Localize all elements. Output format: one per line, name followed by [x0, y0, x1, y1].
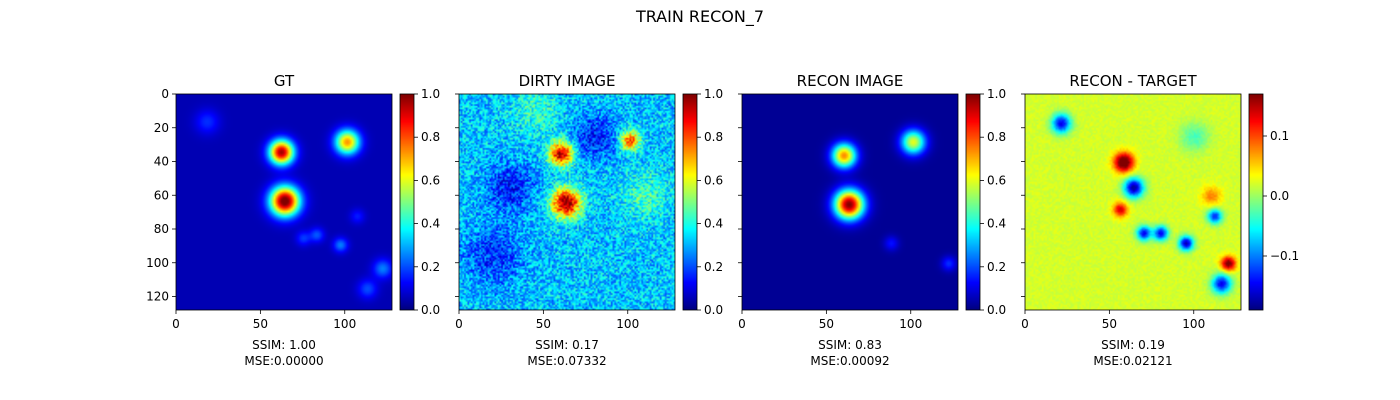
heatmap-image — [1025, 94, 1241, 310]
colorbar: 0.0 0.2 0.4 0.6 0.8 1.0 — [682, 87, 723, 317]
colorbar-tick-label: 0.1 — [1270, 129, 1289, 143]
panels: GT 0 50 100 0 20 40 60 80 100 120 SSIM: 1.00 MSE:0.0… — [146, 72, 1299, 368]
colorbar-gradient — [683, 94, 697, 310]
colorbar-tick-label: 0.4 — [987, 217, 1006, 231]
panel-title: DIRTY IMAGE — [519, 72, 616, 90]
colorbar-tick-label: 0.8 — [421, 130, 440, 144]
axes-frame — [458, 93, 676, 311]
colorbar-tick-label: 0.8 — [987, 130, 1006, 144]
x-tick-label: 50 — [1102, 317, 1117, 331]
colorbar-tick-label: 0.0 — [704, 303, 723, 317]
x-axis-label: MSE:0.00000 — [244, 354, 323, 368]
figure-suptitle: TRAIN RECON_7 — [635, 7, 764, 27]
colorbar-tick-label: 0.4 — [421, 217, 440, 231]
y-tick-label: 0 — [161, 87, 169, 101]
x-axis-label: MSE:0.02121 — [1093, 354, 1172, 368]
x-tick-label: 0 — [172, 317, 180, 331]
x-tick-label: 50 — [536, 317, 551, 331]
x-axis-label: MSE:0.07332 — [527, 354, 606, 368]
colorbar-tick-label: 1.0 — [421, 87, 440, 101]
heatmap-image — [459, 94, 675, 310]
x-tick-label: 0 — [738, 317, 746, 331]
panel-2: RECON IMAGE 0 50 100 SSIM: 0.83 MSE:0.00092 0.… — [738, 72, 1006, 368]
axes-frame — [741, 93, 959, 311]
x-axis-label: SSIM: 0.17 — [535, 338, 599, 352]
axes-frame — [175, 93, 393, 311]
x-tick-label: 0 — [455, 317, 463, 331]
colorbar-tick-label: 0.0 — [421, 303, 440, 317]
panel-0: GT 0 50 100 0 20 40 60 80 100 120 SSIM: 1.00 MSE:0.0… — [146, 72, 440, 368]
colorbar: 0.0 0.2 0.4 0.6 0.8 1.0 — [965, 87, 1006, 317]
colorbar-tick-label: 0.8 — [704, 130, 723, 144]
colorbar-frame — [682, 93, 698, 311]
y-tick-label: 100 — [146, 256, 169, 270]
x-tick-label: 100 — [899, 317, 922, 331]
colorbar: −0.1 0.0 0.1 — [1248, 93, 1299, 311]
axes-frame — [1024, 93, 1242, 311]
colorbar-gradient — [966, 94, 980, 310]
colorbar-tick-label: 0.6 — [421, 173, 440, 187]
x-tick-label: 0 — [1021, 317, 1029, 331]
x-tick-label: 100 — [333, 317, 356, 331]
colorbar-frame — [1248, 93, 1264, 311]
colorbar-tick-label: 1.0 — [704, 87, 723, 101]
colorbar-tick-label: 0.4 — [704, 217, 723, 231]
colorbar-frame — [399, 93, 415, 311]
x-tick-label: 50 — [253, 317, 268, 331]
colorbar-gradient — [1249, 94, 1263, 310]
y-tick-label: 40 — [154, 155, 169, 169]
panel-title: RECON IMAGE — [797, 72, 904, 90]
x-tick-label: 100 — [1182, 317, 1205, 331]
colorbar-tick-label: 1.0 — [987, 87, 1006, 101]
colorbar: 0.0 0.2 0.4 0.6 0.8 1.0 — [399, 87, 440, 317]
heatmap-image — [742, 94, 958, 310]
y-tick-label: 120 — [146, 290, 169, 304]
colorbar-tick-label: 0.0 — [1270, 189, 1289, 203]
x-axis-label: MSE:0.00092 — [810, 354, 889, 368]
panel-1: DIRTY IMAGE 0 50 100 SSIM: 0.17 MSE:0.07332 0.… — [455, 72, 723, 368]
heatmap-image — [176, 94, 392, 310]
colorbar-gradient — [400, 94, 414, 310]
x-tick-label: 50 — [819, 317, 834, 331]
colorbar-tick-label: 0.0 — [987, 303, 1006, 317]
colorbar-tick-label: 0.6 — [987, 173, 1006, 187]
y-tick-label: 80 — [154, 222, 169, 236]
panel-title: RECON - TARGET — [1069, 72, 1197, 90]
colorbar-tick-label: −0.1 — [1270, 249, 1299, 263]
colorbar-frame — [965, 93, 981, 311]
x-axis-label: SSIM: 0.19 — [1101, 338, 1165, 352]
colorbar-tick-label: 0.2 — [987, 260, 1006, 274]
colorbar-tick-label: 0.2 — [704, 260, 723, 274]
y-tick-label: 60 — [154, 188, 169, 202]
x-axis-label: SSIM: 0.83 — [818, 338, 882, 352]
colorbar-tick-label: 0.6 — [704, 173, 723, 187]
x-tick-label: 100 — [616, 317, 639, 331]
y-tick-label: 20 — [154, 121, 169, 135]
panel-title: GT — [274, 72, 295, 90]
panel-3: RECON - TARGET 0 50 100 SSIM: 0.19 MSE:0.0212… — [1021, 72, 1299, 368]
colorbar-tick-label: 0.2 — [421, 260, 440, 274]
x-axis-label: SSIM: 1.00 — [252, 338, 316, 352]
